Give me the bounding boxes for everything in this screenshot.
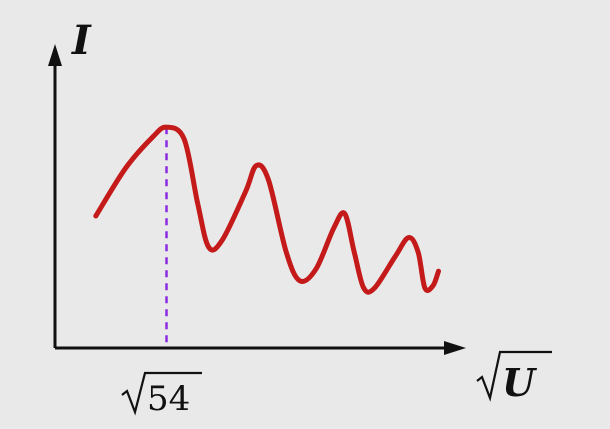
x-label-radical <box>476 350 552 402</box>
tick-label-radical <box>121 371 202 416</box>
current-curve <box>93 124 441 295</box>
x-axis-label-text: U <box>502 360 538 405</box>
y-axis-label: I <box>71 17 92 64</box>
y-axis-arrow <box>48 44 62 66</box>
x-axis-label: U <box>476 350 552 405</box>
tick-label: 54 <box>121 371 202 419</box>
x-axis-arrow <box>444 341 466 355</box>
tick-label-text: 54 <box>147 379 190 419</box>
